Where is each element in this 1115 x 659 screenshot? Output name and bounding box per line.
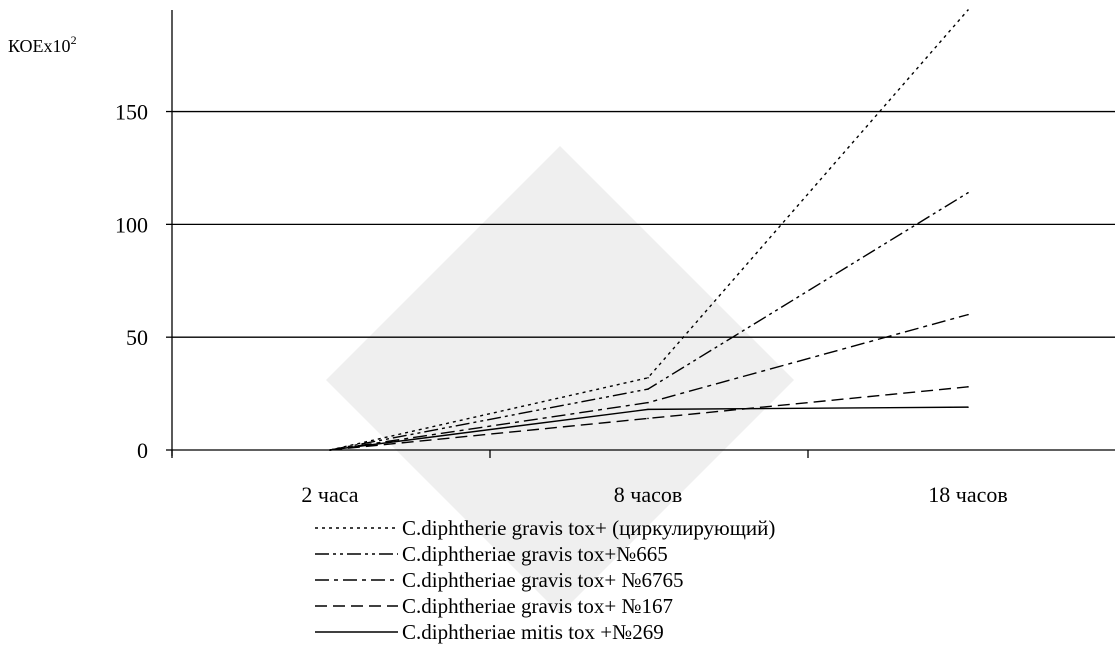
legend-label-4: C.diphtheriae gravis tox+ №167: [402, 594, 673, 618]
y-tick-label: 150: [115, 100, 148, 125]
y-tick-label: 50: [126, 325, 148, 350]
series-4-point: [647, 417, 649, 420]
legend-label-2: C.diphtheriae gravis tox+№665: [402, 542, 668, 566]
legend-label-3: C.diphtheriae gravis tox+ №6765: [402, 568, 684, 592]
y-tick-label: 0: [137, 438, 148, 463]
series-1-point: [967, 9, 969, 11]
series-line-1: [329, 9, 969, 451]
series-3-point: [647, 401, 649, 404]
legend-label-1: C.diphtherie gravis tox+ (циркулирующий): [402, 516, 775, 540]
series-5-point: [647, 408, 649, 411]
series-2-point: [647, 388, 649, 390]
series-2-point: [967, 191, 969, 194]
series-3-point: [967, 313, 969, 316]
legend-label-5: C.diphtheriae mitis tox +№269: [402, 620, 664, 644]
y-axis-unit-label: КОЕх102: [8, 33, 77, 56]
axes: 0 50 100 150 2 часа 8 часов 18 часов: [115, 10, 1115, 507]
y-tick-label: 100: [115, 212, 148, 237]
series-5-point: [329, 449, 331, 451]
x-tick-label: 8 часов: [614, 482, 682, 507]
y-axis-unit-exponent: 2: [71, 33, 77, 47]
x-tick-label: 2 часа: [301, 482, 358, 507]
series-line-4: [329, 386, 969, 451]
series-5-point: [967, 406, 969, 408]
grid-lines: [172, 110, 1115, 338]
series-1-point: [647, 376, 649, 379]
x-tick-label: 18 часов: [928, 482, 1007, 507]
series-4-point: [967, 386, 969, 388]
legend: C.diphtherie gravis tox+ (циркулирующий)…: [315, 516, 775, 644]
series-lines: [329, 9, 969, 451]
series-line-3: [329, 313, 969, 451]
series-line-2: [329, 192, 969, 451]
